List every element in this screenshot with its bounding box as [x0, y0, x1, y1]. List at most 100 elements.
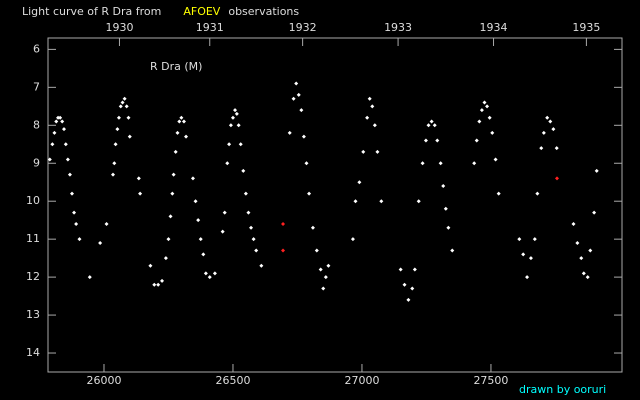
- y-tick-label: 12: [26, 270, 40, 283]
- point: [166, 237, 171, 242]
- point: [190, 176, 195, 181]
- point: [575, 240, 580, 245]
- point: [579, 256, 584, 261]
- point: [472, 161, 477, 166]
- point: [228, 123, 233, 128]
- point: [69, 191, 74, 196]
- point: [353, 199, 358, 204]
- point: [406, 297, 411, 302]
- point: [402, 282, 407, 287]
- point: [525, 275, 530, 280]
- point: [58, 115, 63, 120]
- point: [220, 229, 225, 234]
- point: [581, 271, 586, 276]
- point: [493, 157, 498, 162]
- point: [65, 157, 70, 162]
- point: [246, 210, 251, 215]
- point: [548, 119, 553, 124]
- point: [539, 146, 544, 151]
- point: [87, 275, 92, 280]
- y-tick-label: 13: [26, 308, 40, 321]
- point: [291, 96, 296, 101]
- point: [160, 278, 165, 283]
- point: [294, 81, 299, 86]
- point: [479, 108, 484, 113]
- point: [443, 206, 448, 211]
- point: [127, 134, 132, 139]
- point: [236, 123, 241, 128]
- point: [61, 127, 66, 132]
- x2-tick-label: 1930: [105, 21, 133, 34]
- point: [375, 149, 380, 154]
- x2-tick-label: 1935: [572, 21, 600, 34]
- point: [585, 275, 590, 280]
- point: [545, 115, 550, 120]
- point: [412, 267, 417, 272]
- point: [243, 191, 248, 196]
- point: [171, 172, 176, 177]
- point: [113, 142, 118, 147]
- point: [170, 191, 175, 196]
- point: [299, 108, 304, 113]
- title-part: AFOEV: [183, 5, 220, 18]
- point: [118, 104, 123, 109]
- point: [450, 248, 455, 253]
- point: [326, 263, 331, 268]
- point: [594, 168, 599, 173]
- point: [307, 191, 312, 196]
- point: [350, 237, 355, 242]
- point: [181, 119, 186, 124]
- point: [357, 180, 362, 185]
- point: [173, 149, 178, 154]
- y-tick-label: 10: [26, 194, 40, 207]
- point: [554, 146, 559, 151]
- point: [233, 108, 238, 113]
- point: [432, 123, 437, 128]
- point: [365, 115, 370, 120]
- point: [184, 134, 189, 139]
- point: [54, 119, 59, 124]
- point: [310, 225, 315, 230]
- point: [122, 96, 127, 101]
- point: [379, 199, 384, 204]
- point: [416, 199, 421, 204]
- point: [222, 210, 227, 215]
- plot-frame: [47, 37, 623, 373]
- point: [296, 92, 301, 97]
- point: [551, 127, 556, 132]
- point: [50, 142, 55, 147]
- point: [126, 115, 131, 120]
- point: [163, 256, 168, 261]
- point: [148, 263, 153, 268]
- point: [230, 115, 235, 120]
- point: [238, 142, 243, 147]
- y-tick-label: 14: [26, 346, 40, 359]
- x2-tick-label: 1932: [289, 21, 317, 34]
- point: [251, 237, 256, 242]
- point: [60, 119, 65, 124]
- point: [138, 191, 143, 196]
- point: [301, 134, 306, 139]
- point: [259, 263, 264, 268]
- annotation: R Dra (M): [150, 60, 202, 73]
- title-part: observations: [228, 5, 299, 18]
- point: [487, 115, 492, 120]
- point: [212, 271, 217, 276]
- point: [196, 218, 201, 223]
- point: [63, 142, 68, 147]
- point: [152, 282, 157, 287]
- point: [225, 161, 230, 166]
- point: [304, 161, 309, 166]
- x-tick-label: 26500: [215, 374, 250, 387]
- point: [168, 214, 173, 219]
- point: [477, 119, 482, 124]
- point: [287, 130, 292, 135]
- point: [124, 104, 129, 109]
- y-tick-label: 8: [33, 118, 40, 131]
- point: [496, 191, 501, 196]
- point: [535, 191, 540, 196]
- point: [120, 100, 125, 105]
- point: [175, 130, 180, 135]
- point: [241, 168, 246, 173]
- point: [482, 100, 487, 105]
